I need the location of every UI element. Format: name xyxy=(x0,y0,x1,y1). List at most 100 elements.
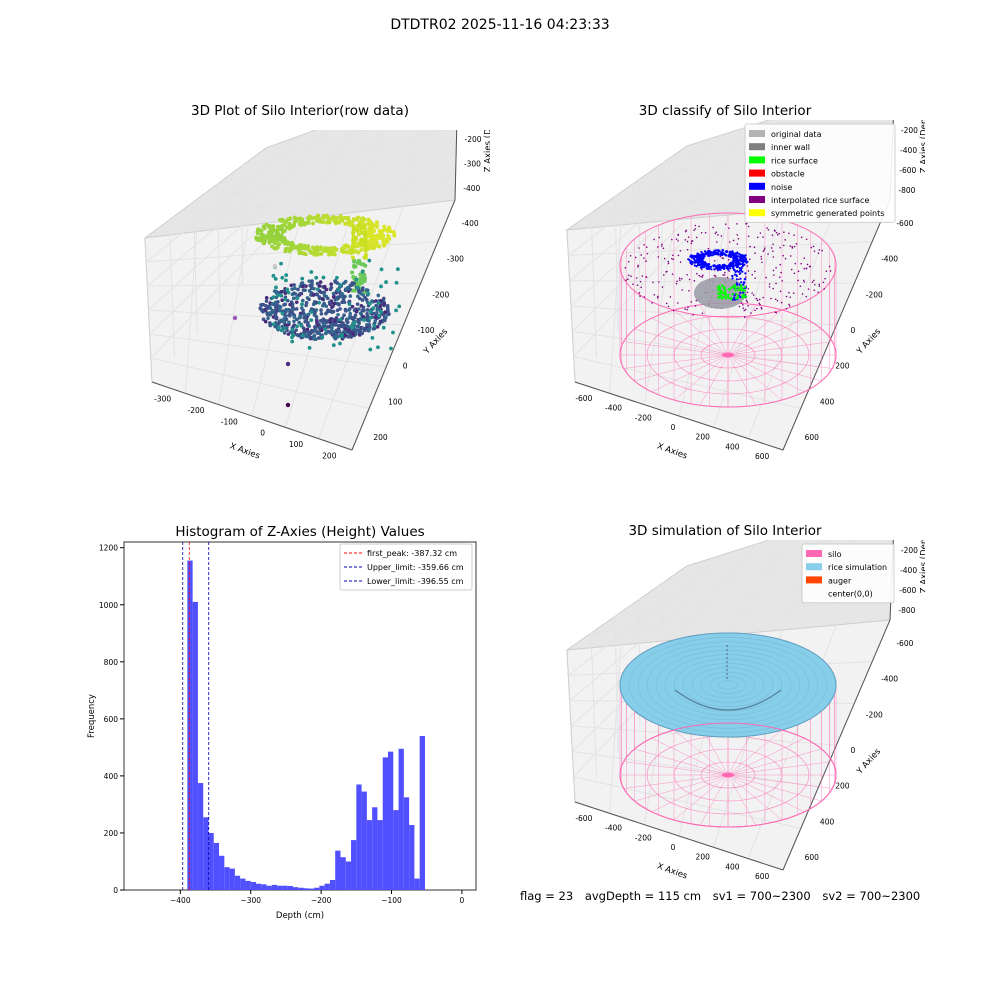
noise-point xyxy=(731,251,735,254)
interpolated-point xyxy=(743,309,746,312)
rice-surface-point xyxy=(720,297,724,300)
x-tick-label: 400 xyxy=(725,862,740,871)
histogram-bar xyxy=(271,884,278,890)
noise-point xyxy=(698,263,701,267)
data-point xyxy=(261,317,266,322)
data-point xyxy=(368,347,373,352)
interpolated-point xyxy=(813,250,816,252)
data-point xyxy=(278,293,283,297)
interpolated-point xyxy=(677,254,680,257)
data-point xyxy=(361,308,365,312)
z-tick-label: -400 xyxy=(900,146,917,155)
interpolated-point xyxy=(624,266,627,269)
interpolated-point xyxy=(747,287,750,290)
interpolated-point xyxy=(788,303,790,306)
noise-point xyxy=(742,264,745,267)
data-point xyxy=(326,296,330,301)
data-point xyxy=(279,261,283,266)
data-point xyxy=(329,248,334,253)
interpolated-point xyxy=(775,282,777,285)
noise-point xyxy=(741,270,744,273)
noise-point xyxy=(704,262,707,265)
data-point xyxy=(301,288,306,292)
histogram-bar xyxy=(224,867,230,890)
sv2-value: sv2 = 700~2300 xyxy=(822,889,921,903)
data-point xyxy=(359,276,364,281)
noise-point xyxy=(741,262,744,265)
histogram-legend-label: Upper_limit: -359.66 cm xyxy=(367,563,464,572)
data-point xyxy=(352,226,357,231)
data-point xyxy=(276,231,281,236)
noise-point xyxy=(728,263,731,266)
data-point xyxy=(314,275,319,280)
interpolated-point xyxy=(646,252,649,255)
noise-point xyxy=(727,268,730,271)
histogram-bar xyxy=(261,884,267,890)
interpolated-point xyxy=(817,252,820,254)
data-point xyxy=(362,217,367,222)
data-point xyxy=(322,290,327,295)
y-axis-label: Frequency xyxy=(87,694,97,738)
data-point xyxy=(254,235,259,240)
data-point xyxy=(307,324,311,328)
silo-floor-spoke xyxy=(651,354,729,392)
data-point xyxy=(280,275,285,280)
noise-point xyxy=(732,259,735,263)
data-point xyxy=(319,251,324,256)
data-point xyxy=(289,300,294,304)
data-point xyxy=(283,297,288,302)
noise-point xyxy=(701,264,704,268)
silo-floor-spoke xyxy=(727,774,822,802)
data-point xyxy=(275,245,280,250)
data-point xyxy=(289,283,294,288)
data-point xyxy=(321,303,325,308)
noise-point xyxy=(744,278,747,281)
interpolated-point xyxy=(793,245,796,248)
interpolated-point xyxy=(756,236,759,239)
data-point xyxy=(274,285,278,290)
data-point xyxy=(343,333,348,338)
noise-point xyxy=(725,250,728,254)
interpolated-point xyxy=(801,293,804,295)
noise-point xyxy=(718,249,721,252)
interpolated-point xyxy=(766,227,768,229)
y-axis-label: Y Axies xyxy=(854,746,883,777)
y-tick-label: 0 xyxy=(851,326,856,335)
interpolated-point xyxy=(779,290,782,293)
interpolated-point xyxy=(727,259,730,261)
noise-point xyxy=(728,250,732,253)
interpolated-point xyxy=(693,279,696,282)
interpolated-point xyxy=(665,302,668,305)
noise-point xyxy=(714,252,717,255)
data-point xyxy=(282,302,286,307)
data-point xyxy=(308,249,313,254)
data-point xyxy=(376,345,380,350)
data-point xyxy=(279,227,284,232)
data-point xyxy=(377,228,382,233)
histogram-bar xyxy=(419,735,425,890)
silo-floor-spoke xyxy=(727,354,833,369)
data-point xyxy=(307,346,312,350)
y-tick-label: -400 xyxy=(881,675,898,684)
interpolated-point xyxy=(760,255,763,258)
interpolated-point xyxy=(794,262,797,265)
interpolated-point xyxy=(637,264,640,267)
y-tick-label: 1200 xyxy=(99,544,118,553)
data-point xyxy=(291,325,296,329)
interpolated-point xyxy=(746,301,749,303)
silo-floor-spoke xyxy=(699,304,729,356)
classify-legend-label: inner wall xyxy=(771,143,810,152)
data-point xyxy=(297,315,302,320)
interpolated-point xyxy=(758,298,761,301)
histogram-legend-label: Lower_limit: -396.55 cm xyxy=(367,577,464,586)
data-point xyxy=(330,216,335,221)
interpolated-point xyxy=(724,271,726,274)
histogram-bar xyxy=(345,861,352,890)
x-tick-label: 0 xyxy=(671,843,676,852)
interpolated-point xyxy=(707,247,710,250)
rice-surface-point xyxy=(740,286,743,290)
silo-floor-spoke xyxy=(727,354,783,401)
interpolated-point xyxy=(686,249,689,251)
interpolated-point xyxy=(824,277,826,280)
rice-surface-point xyxy=(717,288,720,292)
